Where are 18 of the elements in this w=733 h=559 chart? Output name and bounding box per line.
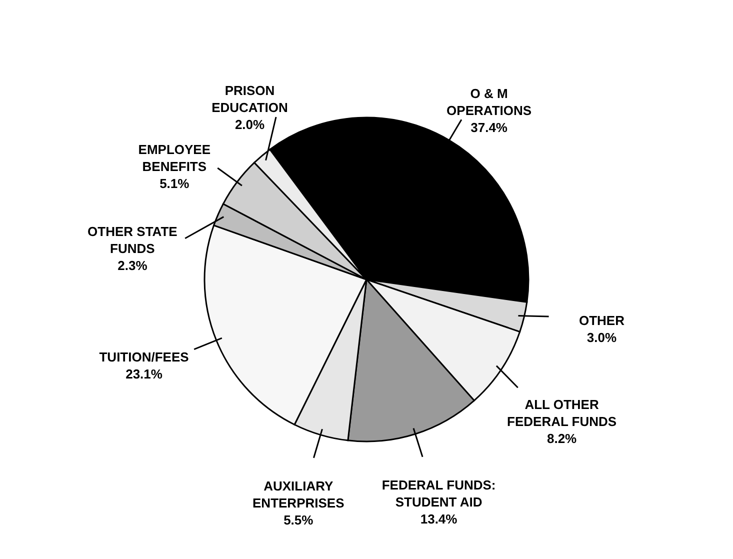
slice-label: ALL OTHER FEDERAL FUNDS	[507, 397, 617, 430]
legend-label: OTHER	[578, 312, 626, 328]
slice-label: OTHER STATE FUNDS	[88, 224, 178, 256]
data-label: 23.1%	[126, 366, 163, 382]
slice-label: EMPLOYEE BENEFITS	[138, 142, 211, 174]
data-label: 2.0%	[234, 116, 266, 132]
data-label: 5.5%	[284, 512, 314, 528]
slice-label: O & M OPERATIONS	[446, 86, 532, 118]
data-label: 8.2%	[546, 431, 578, 446]
slice-label: AUXILIARY ENTERPRISES	[252, 478, 345, 511]
data-label: 3.0%	[586, 330, 617, 345]
data-label: 13.4%	[420, 511, 458, 526]
data-label: 37.4%	[470, 120, 508, 135]
slice-label: TUITION/FEES	[99, 350, 190, 365]
data-label: 2.3%	[118, 258, 148, 273]
slice-label: FEDERAL FUNDS: STUDENT AID	[382, 477, 496, 510]
slice-label: PRISON EDUCATION	[212, 82, 288, 115]
data-label: 5.1%	[160, 176, 190, 192]
